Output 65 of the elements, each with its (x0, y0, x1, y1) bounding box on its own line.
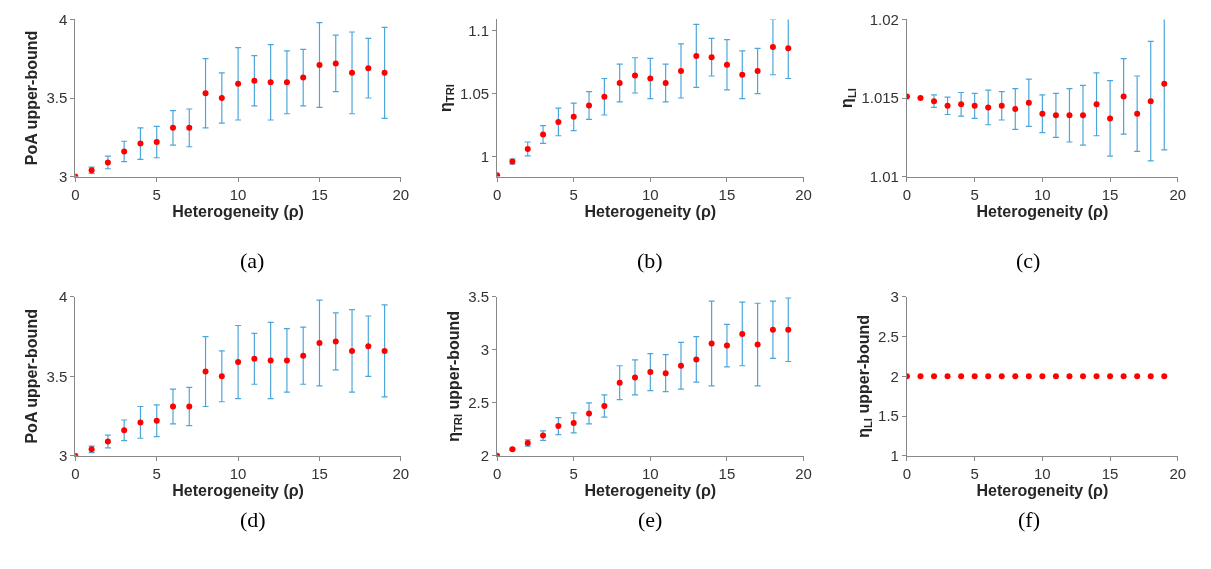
x-axis-title: Heterogeneity (ρ) (976, 482, 1109, 500)
x-tick-label: 15 (718, 464, 736, 482)
y-tick-label: 1.015 (861, 89, 899, 107)
y-tick-label: 3.5 (46, 89, 68, 107)
x-tick-label: 20 (392, 185, 410, 203)
x-tick-label: 10 (641, 464, 659, 482)
y-tick-label: 1.5 (878, 407, 899, 425)
x-tick-label: 10 (641, 185, 659, 203)
x-tick-label: 10 (229, 185, 247, 203)
y-tick-label: 1.05 (459, 84, 490, 102)
x-tick-label: 0 (902, 464, 912, 482)
x-tick-label: 10 (229, 464, 247, 482)
y-tick-label: 1 (890, 446, 899, 464)
text: (b) (637, 248, 663, 273)
x-tick-label: 15 (311, 185, 328, 203)
x-tick-label: 5 (970, 464, 979, 482)
y-tick-label: 1.1 (468, 21, 490, 39)
x-tick-label: 20 (1169, 464, 1187, 482)
x-tick-label: 5 (569, 185, 578, 203)
text: (a) (240, 248, 265, 273)
x-axis-title: Heterogeneity (ρ) (172, 203, 304, 221)
x-tick-label: 20 (392, 464, 410, 482)
y-tick-label: 1.01 (869, 167, 899, 185)
x-axis-title: Heterogeneity (ρ) (976, 203, 1109, 221)
x-tick-label: 5 (970, 185, 979, 203)
y-tick-label: 1 (480, 147, 490, 165)
y-axis-title: PoA upper-bound (23, 30, 41, 166)
y-axis-title: PoA upper-bound (23, 309, 41, 444)
text: (c) (1016, 248, 1041, 273)
x-tick-label: 5 (152, 185, 161, 203)
y-tick-label: 1.02 (869, 10, 899, 28)
x-tick-label: 0 (902, 185, 912, 203)
x-tick-label: 0 (71, 464, 80, 482)
text: (d) (240, 507, 266, 532)
x-tick-label: 15 (1101, 464, 1119, 482)
x-tick-label: 0 (71, 185, 80, 203)
text: (f) (1018, 507, 1040, 532)
x-tick-label: 0 (492, 185, 502, 203)
x-tick-label: 10 (1034, 464, 1051, 482)
x-tick-label: 15 (1101, 185, 1119, 203)
x-axis-title: Heterogeneity (ρ) (172, 482, 304, 500)
x-tick-label: 0 (492, 464, 502, 482)
x-tick-label: 5 (569, 464, 578, 482)
y-tick-label: 3.5 (46, 367, 68, 385)
y-tick-label: 2 (890, 367, 899, 385)
x-tick-label: 10 (1034, 185, 1051, 203)
y-tick-label: 2.5 (878, 327, 899, 345)
y-tick-label: 3 (59, 167, 68, 185)
x-axis-title: Heterogeneity (ρ) (584, 203, 717, 221)
y-tick-label: 3.5 (468, 288, 490, 306)
x-axis-title: Heterogeneity (ρ) (584, 482, 717, 500)
y-tick-label: 3 (890, 288, 899, 306)
x-tick-label: 5 (152, 464, 161, 482)
text: (e) (638, 507, 663, 532)
x-tick-label: 15 (718, 185, 736, 203)
x-tick-label: 15 (311, 464, 328, 482)
x-tick-label: 20 (1169, 185, 1187, 203)
y-tick-label: 3 (59, 446, 68, 464)
x-tick-label: 20 (795, 464, 812, 482)
y-tick-label: 4 (59, 288, 68, 306)
y-tick-label: 3 (480, 341, 490, 359)
y-tick-label: 2 (480, 446, 490, 464)
y-tick-label: 2.5 (468, 394, 490, 412)
y-tick-label: 4 (59, 10, 68, 28)
x-tick-label: 20 (795, 185, 812, 203)
